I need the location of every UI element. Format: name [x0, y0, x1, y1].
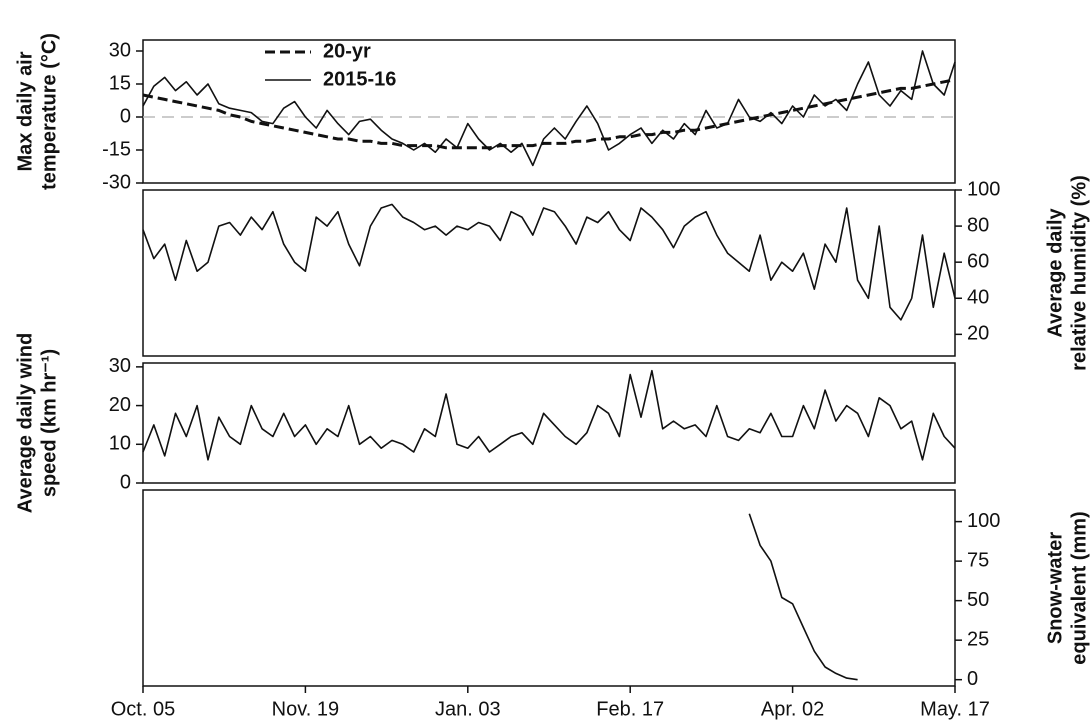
y-tick-label: 0: [967, 668, 978, 690]
series-line: [142, 50, 956, 167]
y-tick-label: 20: [109, 394, 131, 416]
x-tick-label: Apr. 02: [761, 698, 824, 720]
y-axis-title: Average daily wind: [14, 333, 36, 513]
series-line: [142, 369, 956, 461]
y-axis-title: Snow-water: [1044, 532, 1066, 644]
panel-frame: [142, 189, 956, 357]
y-tick-label: 10: [109, 433, 131, 455]
x-tick-label: Nov. 19: [272, 698, 339, 720]
y-tick-label: 60: [967, 250, 989, 272]
y-tick-label: 30: [109, 355, 131, 377]
y-tick-label: 30: [109, 39, 131, 61]
y-tick-label: 50: [967, 589, 989, 611]
y-tick-label: 75: [967, 549, 989, 571]
y-tick-label: 80: [967, 214, 989, 236]
y-tick-label: 100: [967, 510, 1000, 532]
y-tick-label: 15: [109, 72, 131, 94]
panel-frame: [142, 362, 956, 484]
series-line: [142, 203, 956, 321]
legend-label: 2015-16: [323, 68, 396, 90]
y-axis-title: relative humidity (%): [1068, 175, 1090, 371]
legend-label: 20-yr: [323, 40, 371, 62]
y-tick-label: 40: [967, 287, 989, 309]
panel-frame: [142, 489, 956, 687]
y-tick-label: 0: [120, 471, 131, 493]
x-tick-label: May. 17: [920, 698, 990, 720]
series-line: [142, 78, 956, 150]
x-tick-label: Oct. 05: [111, 698, 175, 720]
series-line: [748, 513, 858, 681]
y-axis-title: Average daily: [1044, 207, 1066, 337]
x-tick-label: Jan. 03: [435, 698, 501, 720]
y-tick-label: -30: [102, 171, 131, 193]
y-tick-label: 20: [967, 323, 989, 345]
y-tick-label: 0: [120, 105, 131, 127]
panel-frame: [142, 39, 956, 184]
y-axis-title: equivalent (mm): [1068, 511, 1090, 664]
y-axis-title: Max daily air: [14, 51, 36, 171]
x-tick-label: Feb. 17: [596, 698, 664, 720]
y-axis-title: temperature (°C): [38, 33, 60, 190]
y-axis-title: speed (km hr⁻¹): [38, 349, 60, 497]
y-tick-label: 100: [967, 178, 1000, 200]
y-tick-label: -15: [102, 138, 131, 160]
y-tick-label: 25: [967, 628, 989, 650]
